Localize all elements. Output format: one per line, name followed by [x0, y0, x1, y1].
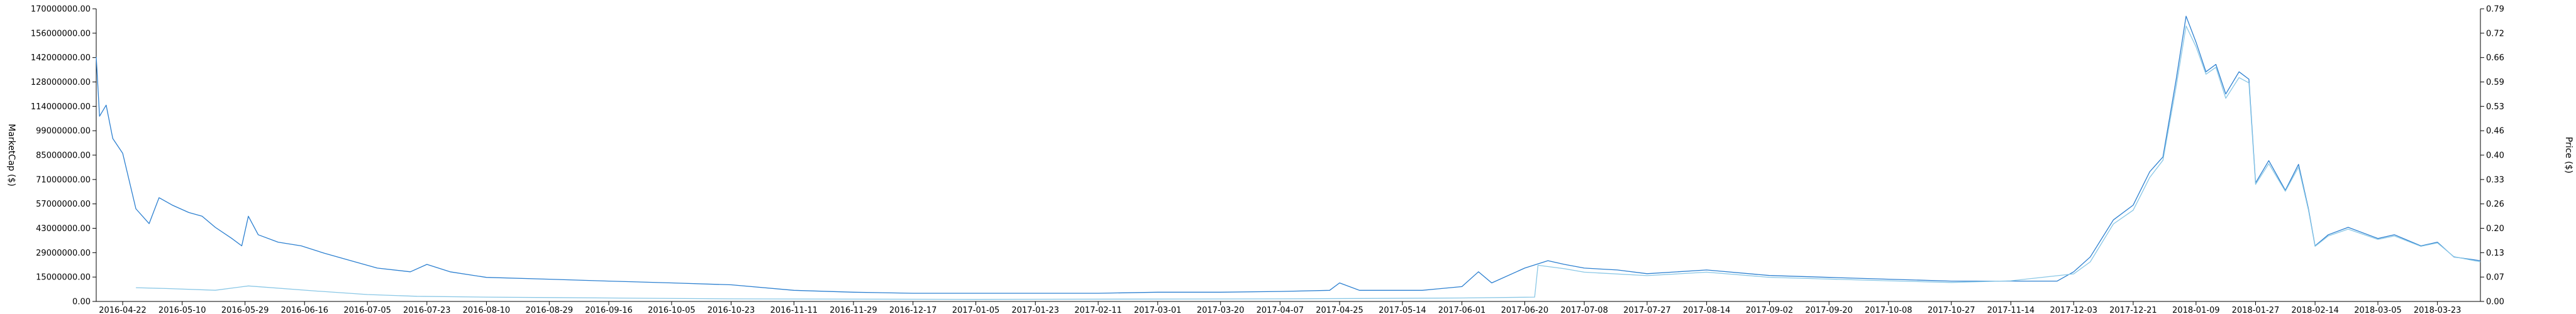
right-tick-label: 0.59	[2486, 78, 2504, 87]
x-tick-label: 2017-01-23	[1011, 306, 1059, 314]
x-tick-label: 2017-03-01	[1134, 306, 1182, 314]
series-line-1	[96, 16, 2481, 294]
right-tick-label: 0.46	[2486, 127, 2504, 136]
left-tick-label: 170000000.00	[31, 5, 91, 14]
left-axis-title: MarketCap ($)	[6, 124, 16, 187]
x-tick-label: 2016-07-23	[403, 306, 451, 314]
right-tick-label: 0.79	[2486, 5, 2504, 14]
x-tick-label: 2017-10-27	[1928, 306, 1975, 314]
left-tick-label: 156000000.00	[31, 29, 91, 38]
x-tick-label: 2017-10-08	[1865, 306, 1913, 314]
left-tick-label: 71000000.00	[36, 175, 91, 185]
x-tick-label: 2016-10-05	[648, 306, 696, 314]
x-tick-label: 2016-10-23	[708, 306, 755, 314]
right-tick-label: 0.33	[2486, 175, 2504, 185]
x-tick-label: 2017-07-27	[1623, 306, 1671, 314]
left-tick-label: 43000000.00	[36, 224, 91, 234]
x-tick-label: 2016-04-22	[99, 306, 147, 314]
x-tick-label: 2017-02-11	[1074, 306, 1122, 314]
x-tick-label: 2017-04-25	[1316, 306, 1363, 314]
x-tick-label: 2018-01-09	[2172, 306, 2220, 314]
x-tick-label: 2017-09-20	[1805, 306, 1853, 314]
x-tick-label: 2017-03-20	[1197, 306, 1245, 314]
x-tick-label: 2016-06-16	[280, 306, 328, 314]
series-lines	[96, 16, 2481, 300]
left-tick-label: 15000000.00	[36, 273, 91, 283]
right-tick-label: 0.20	[2486, 224, 2504, 234]
x-tick-label: 2016-08-29	[526, 306, 574, 314]
x-tick-label: 2017-08-14	[1683, 306, 1731, 314]
axes: 0.00 15000000.00 29000000.00 43000000.00 570…	[31, 5, 2504, 314]
right-tick-label: 0.26	[2486, 200, 2504, 209]
x-tick-label: 2016-05-29	[221, 306, 269, 314]
x-tick-label: 2016-12-17	[889, 306, 937, 314]
x-tick-label: 2016-07-05	[343, 306, 391, 314]
left-tick-label: 142000000.00	[31, 53, 91, 63]
x-tick-label: 2017-07-08	[1560, 306, 1608, 314]
x-tick-label: 2017-06-20	[1501, 306, 1549, 314]
x-tick-label: 2017-01-05	[952, 306, 1000, 314]
right-tick-label: 0.66	[2486, 53, 2504, 63]
x-tick-label: 2017-05-14	[1379, 306, 1426, 314]
series-line-2	[136, 25, 2481, 300]
left-tick-label: 128000000.00	[31, 78, 91, 87]
x-tick-label: 2016-11-11	[770, 306, 818, 314]
x-tick-label: 2017-06-01	[1438, 306, 1486, 314]
right-tick-label: 0.40	[2486, 151, 2504, 161]
x-tick-label: 2016-05-10	[158, 306, 206, 314]
right-tick-label: 0.53	[2486, 102, 2504, 112]
right-tick-label: 0.13	[2486, 249, 2504, 258]
x-tick-label: 2016-11-29	[830, 306, 877, 314]
left-tick-label: 99000000.00	[36, 127, 91, 136]
left-tick-label: 29000000.00	[36, 249, 91, 258]
x-tick-label: 2018-03-23	[2414, 306, 2462, 314]
left-tick-label: 0.00	[72, 298, 91, 307]
right-axis-title: Price ($)	[2563, 137, 2573, 173]
x-tick-label: 2018-02-14	[2291, 306, 2339, 314]
right-tick-label: 0.00	[2486, 298, 2504, 307]
x-tick-label: 2017-11-14	[1987, 306, 2035, 314]
left-tick-label: 85000000.00	[36, 151, 91, 161]
right-tick-label: 0.72	[2486, 29, 2504, 38]
x-tick-label: 2017-04-07	[1257, 306, 1304, 314]
left-tick-label: 114000000.00	[31, 102, 91, 112]
right-tick-label: 0.07	[2486, 273, 2504, 283]
x-tick-label: 2018-01-27	[2232, 306, 2280, 314]
x-tick-label: 2017-12-21	[2109, 306, 2157, 314]
x-tick-label: 2018-03-05	[2354, 306, 2402, 314]
x-tick-label: 2016-08-10	[463, 306, 511, 314]
x-tick-label: 2016-09-16	[585, 306, 633, 314]
left-tick-label: 57000000.00	[36, 200, 91, 209]
x-tick-label: 2017-12-03	[2050, 306, 2097, 314]
x-tick-label: 2017-09-02	[1746, 306, 1794, 314]
